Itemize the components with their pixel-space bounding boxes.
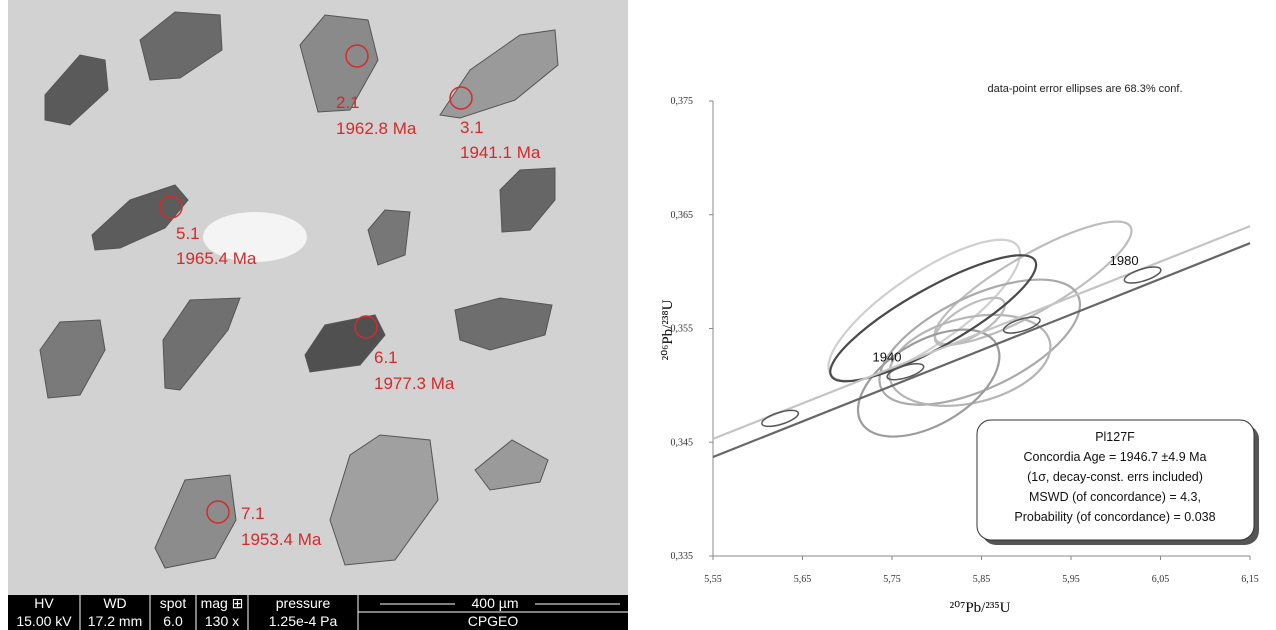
legend-line: MSWD (of concordance) = 4.3, [1029,490,1201,504]
annotation: data-point error ellipses are 68.3% conf… [987,83,1182,95]
spot-age: 1977.3 Ma [374,374,455,393]
x-tick-label: 5,65 [794,574,812,585]
error-ellipse [880,300,1059,420]
x-tick-label: 6,15 [1241,574,1259,585]
x-tick-label: 6,05 [1152,574,1170,585]
legend-line: Pl127F [1095,430,1135,444]
x-tick-label: 5,75 [883,574,901,585]
error-ellipse [862,254,1098,431]
info-value: 17.2 mm [88,613,142,629]
y-tick-label: 0,365 [671,210,694,221]
concordia-line [713,226,1250,439]
page: 2.1 1962.8 Ma 3.1 1941.1 Ma 5.1 1965.4 M… [0,0,1276,630]
legend-line: (1σ, decay-const. errs included) [1027,470,1203,484]
info-header: WD [103,595,126,611]
info-header: mag ⊞ [201,595,244,611]
info-header: spot [160,595,187,611]
info-value: 15.00 kV [16,613,72,629]
spot-id: 6.1 [374,348,398,367]
y-tick-label: 0,335 [671,551,694,562]
legend-line: Probability (of concordance) = 0.038 [1014,510,1215,524]
lab-label: CPGEO [468,613,519,629]
spot-id: 3.1 [460,118,484,137]
x-tick-label: 5,55 [704,574,722,585]
info-value: 6.0 [163,613,183,629]
age-label: 1940 [873,350,902,365]
spot-id: 7.1 [241,504,265,523]
spot-id: 2.1 [336,93,360,112]
age-label: 1980 [1110,253,1139,268]
scale-label: 400 µm [472,595,519,611]
legend-line: Concordia Age = 1946.7 ±4.9 Ma [1023,450,1206,464]
y-tick-label: 0,355 [671,324,694,335]
y-tick-label: 0,345 [671,437,694,448]
info-header: HV [34,595,54,611]
info-value: 130 x [205,613,239,629]
x-axis-label: ²⁰⁷Pb/²³⁵U [950,600,1011,616]
spot-id: 5.1 [176,224,200,243]
x-tick-label: 5,85 [973,574,991,585]
spot-age: 1962.8 Ma [336,119,417,138]
concordia-chart: data-point error ellipses are 68.3% conf… [660,83,1259,616]
spot-age: 1965.4 Ma [176,249,257,268]
spot-age: 1953.4 Ma [241,530,322,549]
y-tick-label: 0,375 [671,96,694,107]
spot-age: 1941.1 Ma [460,143,541,162]
info-bar: HV WD spot mag ⊞ pressure 15.00 kV 17.2 … [8,595,628,630]
sem-image: 2.1 1962.8 Ma 3.1 1941.1 Ma 5.1 1965.4 M… [8,0,628,595]
info-header: pressure [276,595,331,611]
x-tick-label: 5,95 [1062,574,1080,585]
info-value: 1.25e-4 Pa [269,613,338,629]
age-marker [760,407,800,430]
figure: 2.1 1962.8 Ma 3.1 1941.1 Ma 5.1 1965.4 M… [0,0,1276,630]
